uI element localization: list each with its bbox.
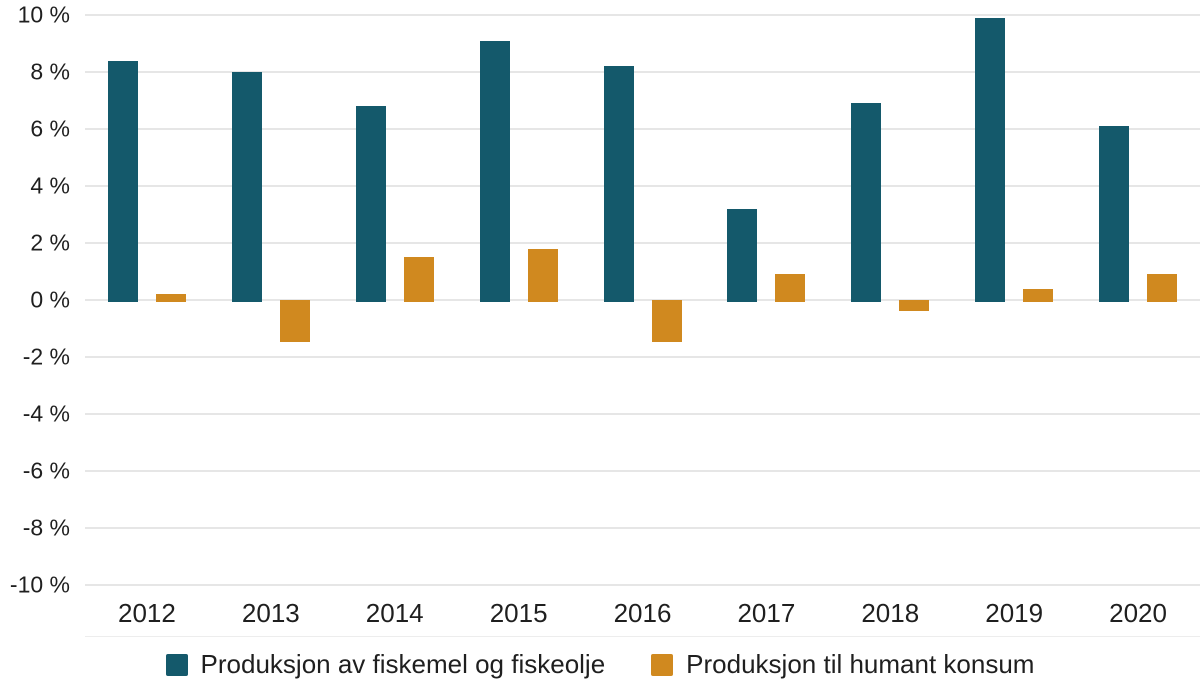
bar-2019-series0[interactable] — [975, 18, 1005, 302]
x-tick-label-2013: 2013 — [241, 598, 300, 628]
axis-line — [85, 636, 1200, 637]
bar-2013-series0[interactable] — [232, 72, 262, 302]
gridline — [85, 299, 1200, 301]
x-tick-label-2014: 2014 — [365, 598, 424, 628]
legend-label-fiskemel: Produksjon av fiskemel og fiskeolje — [200, 649, 606, 679]
y-tick-label: 4 % — [30, 172, 70, 199]
gridline — [85, 14, 1200, 16]
bar-2020-series0[interactable] — [1099, 126, 1129, 302]
bar-2018-series1[interactable] — [899, 300, 929, 311]
bar-2015-series1[interactable] — [528, 249, 558, 302]
gridline — [85, 242, 1200, 244]
gridline — [85, 584, 1200, 586]
bar-2012-series0[interactable] — [108, 61, 138, 302]
y-tick-label: -6 % — [22, 457, 70, 484]
y-tick-label: 10 % — [17, 1, 70, 28]
x-tick-label-2015: 2015 — [489, 598, 548, 628]
y-axis-labels: 10 % 8 % 6 % 4 % 2 % 0 % -2 % -4 % -6 % -8 % -10 % — [0, 2, 70, 598]
x-tick-label-2019: 2019 — [985, 598, 1044, 628]
legend-swatch-fiskemel-icon — [165, 653, 188, 676]
legend: Produksjon av fiskemel og fiskeolje Prod… — [0, 649, 1200, 680]
bar-2018-series0[interactable] — [851, 103, 881, 302]
gridline — [85, 356, 1200, 358]
x-tick-label-2020: 2020 — [1109, 598, 1167, 628]
bar-2019-series1[interactable] — [1023, 289, 1053, 302]
x-tick-label-2016: 2016 — [613, 598, 672, 628]
legend-label-humant-konsum: Produksjon til humant konsum — [686, 649, 1035, 679]
y-tick-label: 2 % — [30, 229, 70, 256]
gridline — [85, 470, 1200, 472]
legend-item-fiskemel[interactable]: Produksjon av fiskemel og fiskeolje — [165, 649, 606, 680]
y-tick-label: -2 % — [22, 343, 70, 370]
bar-2020-series1[interactable] — [1147, 274, 1177, 302]
legend-swatch-humant-konsum-icon — [651, 653, 674, 676]
bar-2017-series0[interactable] — [727, 209, 757, 302]
x-axis-labels: 2012 2013 2014 2015 2016 2017 2018 2019 2020 — [85, 598, 1200, 632]
x-tick-label-2017: 2017 — [737, 598, 796, 628]
plot-area — [85, 14, 1200, 586]
bar-2014-series1[interactable] — [404, 257, 434, 302]
legend-item-humant-konsum[interactable]: Produksjon til humant konsum — [651, 649, 1034, 680]
bar-2016-series1[interactable] — [652, 300, 682, 342]
y-tick-label: -8 % — [22, 514, 70, 541]
y-tick-label: 8 % — [30, 58, 70, 85]
y-tick-label: -4 % — [22, 400, 70, 427]
x-tick-label-2012: 2012 — [118, 598, 176, 628]
bar-2015-series0[interactable] — [480, 41, 510, 302]
bar-2012-series1[interactable] — [156, 294, 186, 302]
bar-2013-series1[interactable] — [280, 300, 310, 342]
x-tick-label-2018: 2018 — [861, 598, 920, 628]
gridline — [85, 413, 1200, 415]
y-tick-label: 0 % — [30, 286, 70, 313]
y-tick-label: 6 % — [30, 115, 70, 142]
y-tick-label: -10 % — [9, 571, 70, 598]
bar-2014-series0[interactable] — [356, 106, 386, 302]
bar-2017-series1[interactable] — [775, 274, 805, 302]
bar-2016-series0[interactable] — [604, 66, 634, 302]
gridline — [85, 128, 1200, 130]
gridline — [85, 71, 1200, 73]
gridline — [85, 527, 1200, 529]
gridline — [85, 185, 1200, 187]
